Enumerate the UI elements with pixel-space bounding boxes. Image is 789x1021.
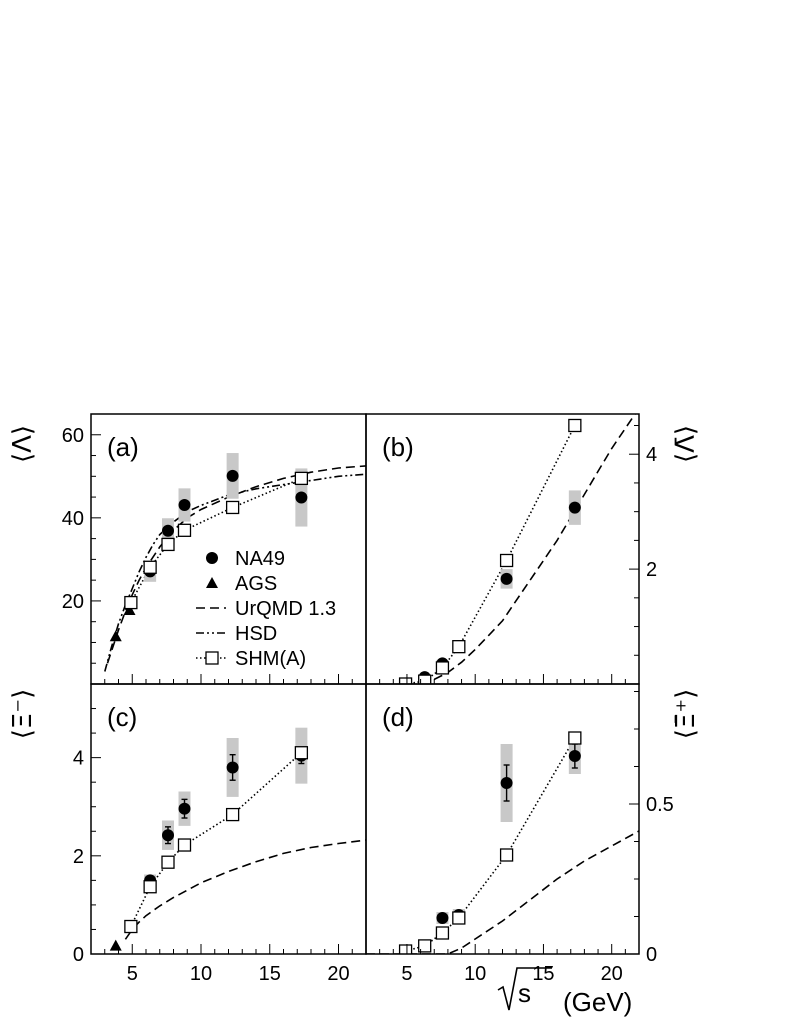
x-tick-label: 20 [601, 963, 623, 985]
point-shm-a- [161, 855, 175, 869]
point-shm-a- [143, 880, 157, 894]
point-na49 [162, 829, 174, 842]
curve-urqmd-1-3 [366, 830, 639, 954]
point-na49 [568, 750, 581, 762]
point-na49 [226, 469, 239, 482]
point-na49 [500, 572, 513, 585]
point-ags [109, 939, 122, 951]
point-shm-a- [124, 595, 138, 610]
panel-plot-area [398, 414, 637, 684]
legend-symbol [206, 577, 218, 588]
y-tick-label: 0 [646, 944, 657, 966]
point-shm-a- [452, 911, 466, 925]
point-na49 [226, 761, 239, 774]
x-tick-label: 15 [259, 963, 281, 985]
sqrt-s-text: s [518, 978, 531, 1008]
point-shm-a- [499, 553, 514, 568]
y-axis-title: ⟨Ξ̄⁺⟩ [671, 689, 701, 739]
point-shm-a- [568, 731, 582, 745]
point-na49 [295, 491, 308, 504]
curve-urqmd-1-3 [106, 465, 366, 664]
legend: NA49 AGS UrQMD 1.3 HSD SHM(A) [196, 548, 336, 670]
y-tick-label: 0 [73, 944, 84, 966]
x-tick-label: 5 [127, 963, 138, 985]
point-shm-a- [435, 661, 450, 675]
legend-label: UrQMD 1.3 [235, 598, 336, 620]
point-na49 [178, 498, 191, 511]
point-shm-a- [294, 471, 309, 486]
panel-plot-area [366, 731, 639, 954]
point-shm-a- [143, 560, 157, 574]
legend-item-na49: NA49 [206, 548, 285, 570]
panel-label: (d) [382, 702, 414, 732]
y-axis-title: ⟨Ξ⁻⟩ [8, 689, 38, 739]
point-shm-a- [418, 939, 432, 953]
y-tick-label: 2 [73, 846, 84, 868]
y-tick-label: 60 [62, 425, 84, 447]
point-na49 [500, 777, 513, 789]
x-axis-title: (GeV) [563, 987, 632, 1017]
y-axis-title: ⟨Λ̄⟩ [671, 425, 701, 463]
curve-shm-a- [405, 737, 576, 952]
y-tick-label: 20 [62, 591, 84, 613]
legend-label: SHM(A) [235, 648, 306, 670]
point-shm-a- [435, 926, 450, 940]
point-shm-a- [418, 674, 432, 684]
point-na49 [162, 524, 174, 537]
legend-item-shm-a-: SHM(A) [196, 648, 306, 670]
y-tick-label: 40 [62, 508, 84, 530]
legend-label: HSD [235, 623, 277, 645]
point-ags [123, 604, 136, 616]
legend-symbol [205, 651, 219, 665]
point-shm-a- [161, 537, 175, 552]
y-axis-title: ⟨Λ⟩ [8, 425, 38, 463]
panel-c: 0 2 4 5 10 15 20 (c) ⟨Ξ⁻⟩ [8, 683, 367, 985]
panel-b: 2 4 (b) ⟨Λ̄⟩ [365, 413, 701, 685]
y-tick-label: 2 [646, 559, 657, 581]
legend-symbol [206, 552, 218, 564]
panel-d: 0 0.5 5 10 15 20 (d) ⟨Ξ̄⁺⟩ [365, 683, 701, 985]
panel-label: (b) [382, 432, 414, 462]
point-na49 [178, 802, 191, 815]
curve-shm-a- [130, 752, 302, 927]
point-shm-a- [225, 500, 240, 515]
y-tick-label: 0.5 [646, 794, 674, 816]
x-tick-label: 20 [327, 963, 349, 985]
point-shm-a- [225, 807, 240, 822]
x-tick-label: 15 [532, 963, 554, 985]
point-na49 [568, 501, 581, 514]
x-axis-sqrt-s: s [497, 967, 552, 1011]
y-tick-label: 4 [73, 748, 84, 770]
point-shm-a- [568, 418, 582, 433]
legend-label: NA49 [235, 548, 285, 570]
panel-a: 20 40 60 (a) ⟨Λ⟩ [8, 413, 367, 685]
point-shm-a- [177, 523, 192, 537]
panel-plot-area [109, 727, 366, 951]
y-tick-label: 4 [646, 444, 657, 466]
curve-shm-a- [405, 425, 576, 684]
point-shm-a- [177, 838, 192, 852]
legend-item-hsd: HSD [196, 623, 277, 645]
point-shm-a- [398, 677, 413, 684]
legend-label: AGS [235, 573, 277, 595]
panel-label: (a) [107, 432, 139, 462]
point-shm-a- [398, 944, 413, 954]
panel-label: (c) [107, 702, 137, 732]
legend-item-urqmd-1-3: UrQMD 1.3 [196, 598, 336, 620]
point-shm-a- [452, 640, 466, 654]
x-tick-label: 5 [401, 963, 412, 985]
curve-urqmd-1-3 [124, 839, 366, 940]
x-tick-label: 10 [190, 963, 212, 985]
point-shm-a- [499, 848, 514, 862]
x-tick-label: 10 [464, 963, 486, 985]
point-ags [109, 630, 122, 642]
sqrt-sign [497, 967, 552, 1011]
point-shm-a- [124, 919, 138, 934]
point-shm-a- [294, 746, 309, 760]
legend-item-ags: AGS [206, 573, 277, 595]
panel-plot-area [104, 453, 366, 672]
point-na49 [436, 912, 449, 924]
